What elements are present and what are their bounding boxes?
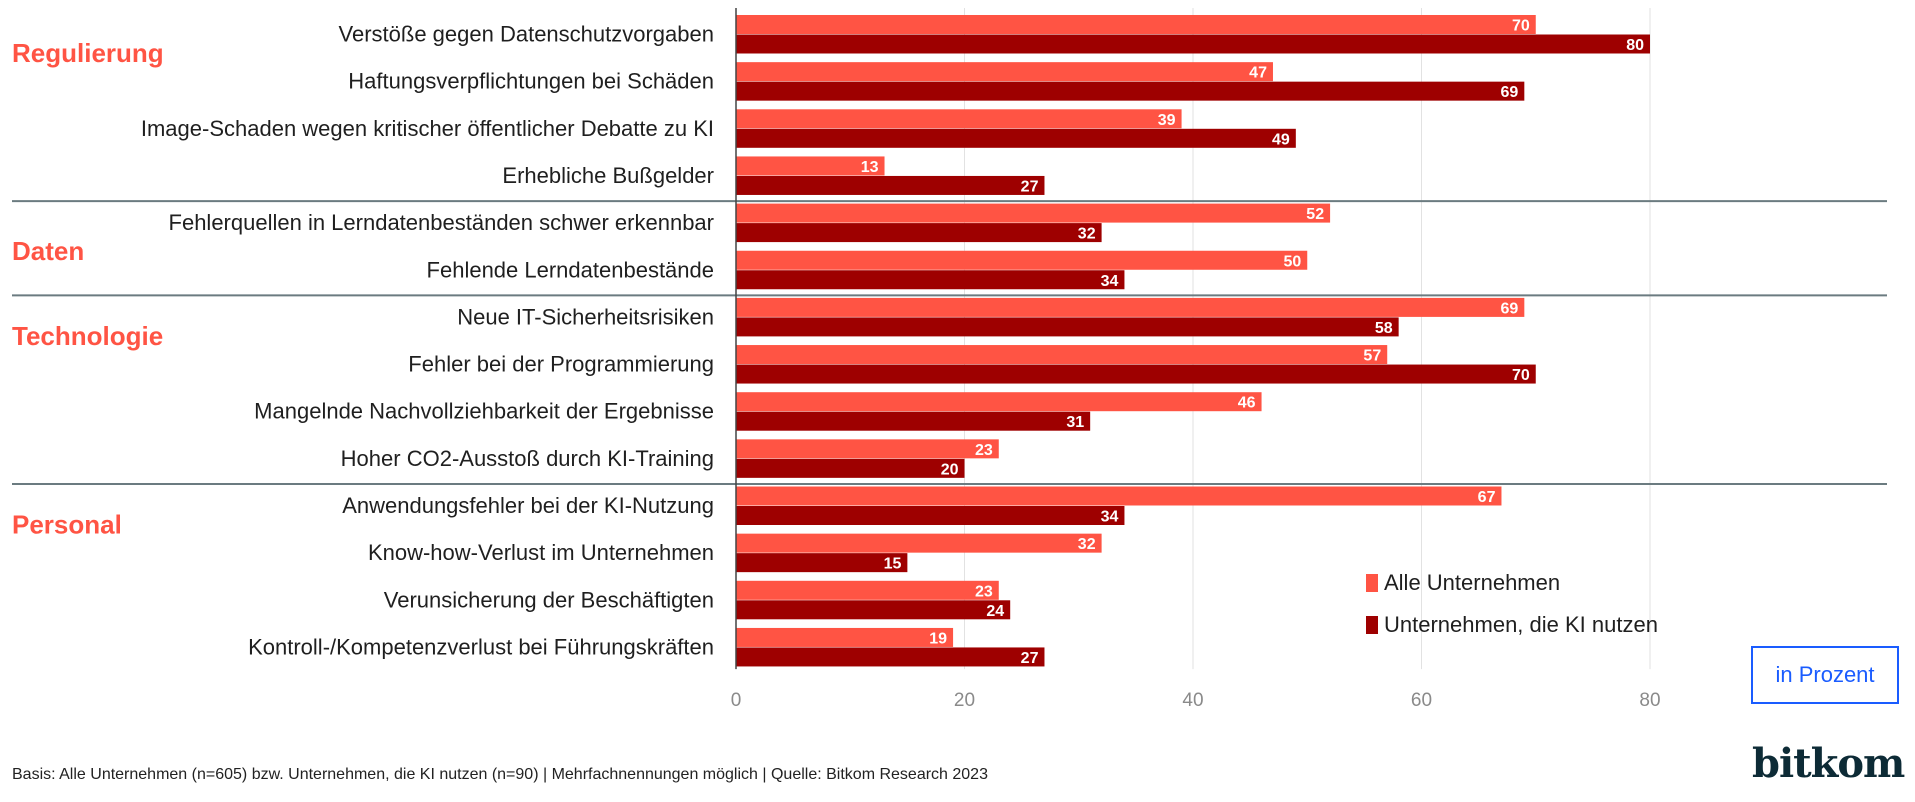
data-label: 47 (1249, 65, 1267, 82)
legend-swatch (1366, 574, 1378, 592)
category-label: Anwendungsfehler bei der KI-Nutzung (342, 493, 714, 518)
data-label: 31 (1066, 414, 1084, 431)
data-label: 57 (1363, 348, 1381, 365)
bar-ki-nutzer (736, 270, 1125, 290)
bar-ki-nutzer (736, 34, 1650, 54)
data-label: 20 (941, 461, 959, 478)
data-label: 58 (1375, 320, 1393, 337)
bar-ki-nutzer (736, 128, 1296, 148)
bitkom-logo: bitkom (1752, 740, 1905, 787)
bar-ki-nutzer (736, 600, 1011, 620)
category-label: Verunsicherung der Beschäftigten (384, 587, 714, 612)
bar-alle-unternehmen (736, 345, 1388, 365)
bar-ki-nutzer (736, 364, 1536, 384)
legend-label: Alle Unternehmen (1384, 570, 1560, 595)
category-label: Kontroll-/Kompetenzverlust bei Führungsk… (248, 634, 714, 659)
category-label: Know-how-Verlust im Unternehmen (368, 540, 714, 565)
group-label: Daten (12, 236, 84, 266)
data-label: 52 (1306, 206, 1324, 223)
bar-alle-unternehmen (736, 109, 1182, 129)
bar-alle-unternehmen (736, 250, 1308, 270)
data-label: 70 (1512, 18, 1530, 35)
bar-ki-nutzer (736, 81, 1525, 101)
data-label: 34 (1101, 509, 1119, 526)
category-label: Erhebliche Bußgelder (502, 163, 714, 188)
bar-alle-unternehmen (736, 486, 1502, 506)
bar-ki-nutzer (736, 553, 908, 573)
x-tick-label: 40 (1182, 690, 1203, 711)
category-label: Verstöße gegen Datenschutzvorgaben (339, 22, 714, 47)
data-label: 46 (1238, 395, 1256, 412)
category-label: Haftungsverpflichtungen bei Schäden (348, 69, 714, 94)
bar-ki-nutzer (736, 458, 965, 478)
data-label: 39 (1158, 112, 1176, 129)
bar-ki-nutzer (736, 647, 1045, 667)
data-label: 67 (1478, 489, 1496, 506)
bar-alle-unternehmen (736, 297, 1525, 317)
bar-alle-unternehmen (736, 15, 1536, 34)
x-tick-label: 80 (1639, 690, 1660, 711)
group-label: Technologie (12, 321, 163, 351)
x-tick-label: 60 (1411, 690, 1432, 711)
data-label: 23 (975, 583, 993, 600)
category-label: Fehler bei der Programmierung (408, 352, 714, 377)
category-label: Image-Schaden wegen kritischer öffentlic… (141, 116, 714, 141)
bar-ki-nutzer (736, 223, 1102, 243)
data-label: 69 (1501, 300, 1519, 317)
data-label: 50 (1283, 253, 1301, 270)
legend-label: Unternehmen, die KI nutzen (1384, 612, 1658, 637)
x-tick-label: 0 (731, 690, 742, 711)
group-label: Personal (12, 510, 122, 540)
data-label: 13 (861, 159, 879, 176)
bar-ki-nutzer (736, 506, 1125, 525)
bar-alle-unternehmen (736, 533, 1102, 553)
category-label: Fehlerquellen in Lerndatenbeständen schw… (169, 210, 714, 235)
bar-alle-unternehmen (736, 439, 999, 459)
bar-alle-unternehmen (736, 392, 1262, 412)
data-label: 27 (1021, 650, 1039, 667)
data-label: 15 (884, 556, 902, 573)
bar-alle-unternehmen (736, 203, 1331, 223)
data-label: 80 (1626, 37, 1644, 54)
data-label: 27 (1021, 178, 1039, 195)
bar-ki-nutzer (736, 411, 1091, 431)
group-label: Regulierung (12, 38, 164, 68)
data-label: 49 (1272, 131, 1290, 148)
data-label: 32 (1078, 536, 1096, 553)
category-label: Mangelnde Nachvollziehbarkeit der Ergebn… (254, 399, 714, 424)
bar-ki-nutzer (736, 317, 1399, 337)
footer-source: Basis: Alle Unternehmen (n=605) bzw. Unt… (12, 766, 988, 783)
legend-swatch (1366, 616, 1378, 634)
bar-ki-nutzer (736, 175, 1045, 195)
data-label: 23 (975, 442, 993, 459)
data-label: 70 (1512, 367, 1530, 384)
data-label: 24 (986, 603, 1004, 620)
data-label: 34 (1101, 273, 1119, 290)
bar-alle-unternehmen (736, 580, 999, 600)
x-tick-label: 20 (954, 690, 975, 711)
data-label: 69 (1501, 84, 1519, 101)
bar-alle-unternehmen (736, 62, 1273, 82)
category-label: Hoher CO2-Ausstoß durch KI-Training (341, 446, 714, 471)
data-label: 19 (929, 630, 947, 647)
unit-label: in Prozent (1751, 646, 1899, 704)
bar-alle-unternehmen (736, 156, 885, 176)
bar-alle-unternehmen (736, 627, 954, 647)
category-label: Neue IT-Sicherheitsrisiken (457, 304, 714, 329)
data-label: 32 (1078, 226, 1096, 243)
category-label: Fehlende Lerndatenbestände (427, 257, 714, 282)
